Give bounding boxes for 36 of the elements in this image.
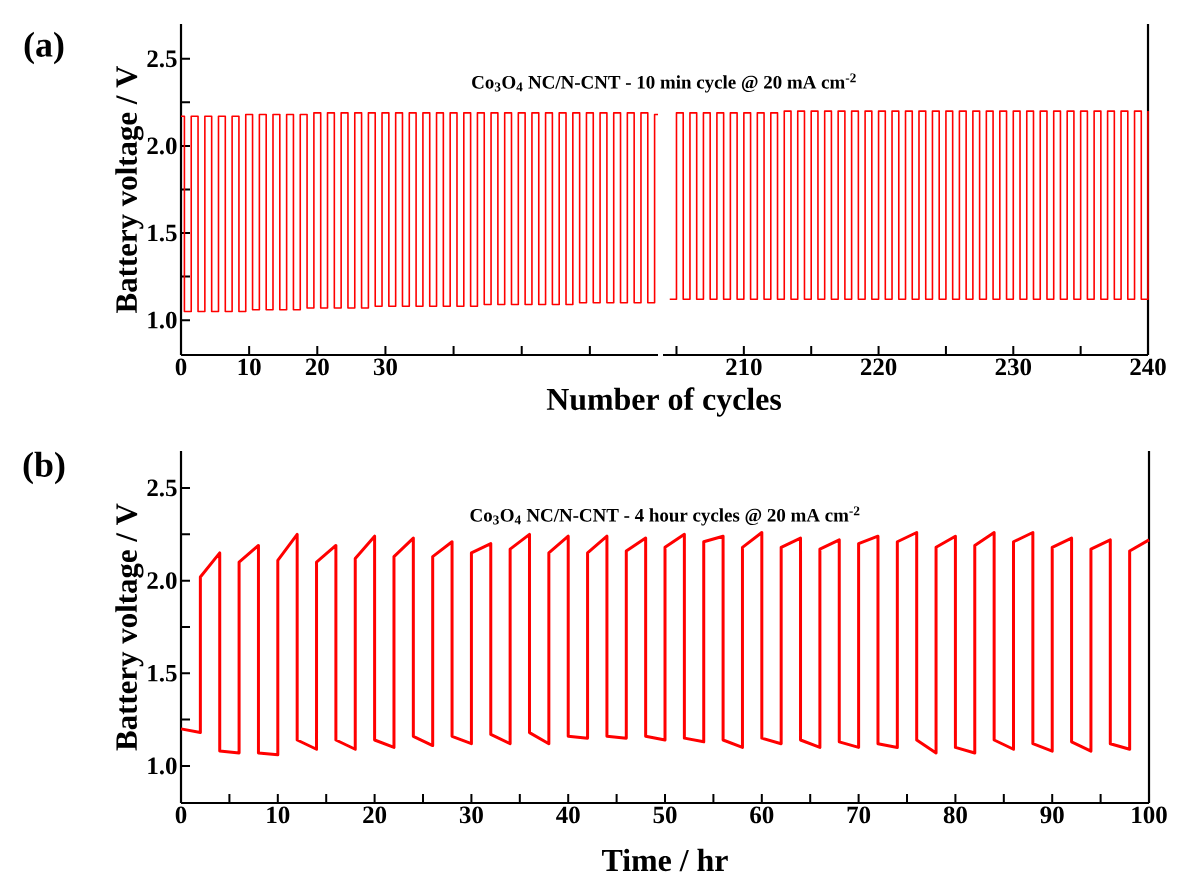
x-tick-label: 30	[373, 358, 397, 376]
x-axis-title: Time / hr	[602, 848, 728, 872]
x-tick-label: 210	[726, 358, 762, 376]
x-tick-label: 0	[175, 358, 187, 376]
x-tick-label: 220	[860, 358, 897, 376]
x-tick-label: 20	[305, 358, 329, 376]
y-tick-label: 1.5	[148, 224, 177, 242]
y-tick-label: 1.0	[148, 757, 177, 775]
y-tick-label: 2.0	[147, 572, 177, 590]
y-tick-label: 1.0	[148, 311, 177, 329]
y-axis-title: Battery voltage / V	[115, 503, 144, 751]
x-tick-label: 230	[995, 358, 1032, 376]
y-axis-title: Battery voltage / V	[115, 65, 144, 313]
x-tick-label: 50	[653, 806, 677, 824]
text: (a)	[24, 31, 64, 65]
x-tick-label: 80	[943, 806, 967, 824]
x-tick-label: 100	[1132, 806, 1167, 824]
x-tick-label: 60	[750, 806, 774, 824]
y-tick-label: 2.5	[147, 50, 177, 68]
y-tick-label: 1.5	[148, 664, 177, 682]
x-tick-label: 0	[175, 806, 187, 824]
text: Co$_{3}$O$_{4}$ NC/N-CNT - 4 hour cycles @ 20 mA cm$^{-2}$	[470, 506, 860, 526]
x-tick-label: 90	[1040, 806, 1064, 824]
x-tick-label: 10	[238, 358, 261, 376]
x-tick-label: 10	[267, 806, 290, 824]
x-tick-label: 30	[459, 806, 483, 824]
line-series	[179, 531, 1151, 757]
x-axis-title: Number of cycles	[546, 387, 781, 417]
x-tick-label: 20	[363, 806, 387, 824]
text: (b)	[23, 451, 65, 485]
text: Co$_{3}$O$_{4}$ NC/N-CNT - 10 min cycle @ 20 mA cm$^{-2}$	[472, 73, 856, 93]
x-tick-label: 240	[1130, 358, 1166, 376]
y-tick-label: 2.5	[147, 479, 177, 497]
y-tick-label: 2.0	[147, 137, 177, 155]
x-tick-label: 40	[556, 806, 580, 824]
x-tick-label: 70	[847, 806, 871, 824]
